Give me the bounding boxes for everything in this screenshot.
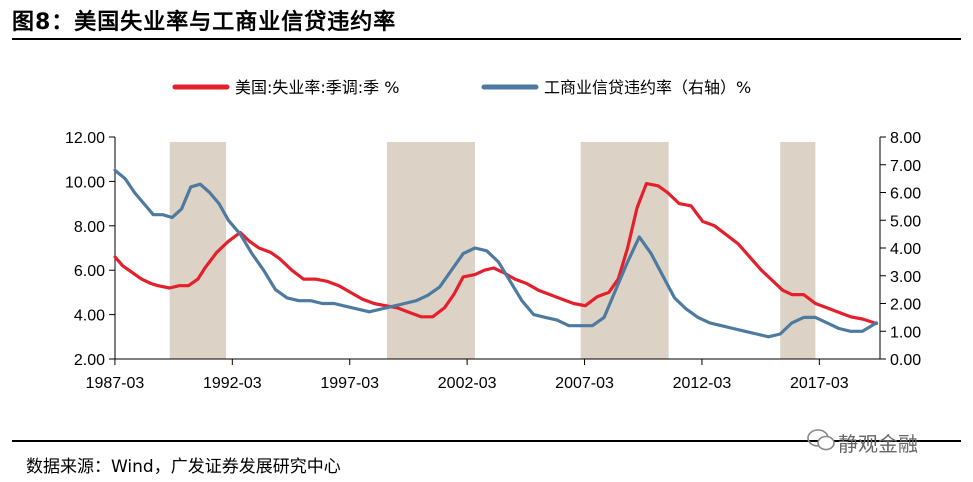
left-axis-tick-label: 12.00 (65, 130, 105, 147)
right-axis-tick-label: 3.00 (890, 269, 921, 286)
x-axis-tick-label: 1987-03 (86, 375, 145, 392)
x-axis-tick-label: 1992-03 (203, 375, 262, 392)
left-axis-tick-label: 2.00 (74, 352, 105, 369)
right-axis-tick-label: 0.00 (890, 352, 921, 369)
right-axis-tick-label: 6.00 (890, 186, 921, 203)
shaded-period-4 (780, 142, 816, 359)
left-axis-tick-label: 4.00 (74, 308, 105, 325)
source-note: 数据来源：Wind，广发证券发展研究中心 (26, 457, 341, 477)
x-axis-tick-label: 2017-03 (790, 375, 849, 392)
series-line-1 (113, 182, 879, 326)
watermark-text: 静观金融 (838, 432, 918, 456)
chart-title: 图8：美国失业率与工商业信贷违约率 (12, 10, 397, 35)
x-axis-tick-label: 2007-03 (555, 375, 614, 392)
shaded-period-2 (386, 142, 475, 359)
right-axis-tick-label: 8.00 (890, 130, 921, 147)
axes: 12.00 10.00 8.00 6.00 4.00 2.00 8.00 7.00 6.00 5.… (65, 130, 921, 392)
legend: 美国:失业率:季调:季 % 工商业信贷违约率（右轴）% (172, 78, 751, 97)
right-axis-tick-label: 7.00 (890, 158, 921, 175)
wechat-icon (807, 429, 835, 451)
right-axis-tick-label: 2.00 (890, 297, 921, 314)
title-divider (12, 38, 961, 40)
legend-label-2: 工商业信贷违约率（右轴）% (544, 78, 751, 97)
left-axis-tick-label: 6.00 (74, 263, 105, 280)
legend-label-1: 美国:失业率:季调:季 % (235, 78, 399, 97)
left-axis-tick-label: 10.00 (65, 174, 105, 191)
series-lines (113, 168, 879, 339)
right-axis-tick-label: 5.00 (890, 213, 921, 230)
x-axis-tick-label: 1997-03 (320, 375, 379, 392)
left-axis-tick-label: 8.00 (74, 219, 105, 236)
series-line-2 (113, 168, 879, 339)
x-axis-tick-label: 2002-03 (438, 375, 497, 392)
right-axis-tick-label: 1.00 (890, 324, 921, 341)
x-axis-tick-label: 2012-03 (673, 375, 732, 392)
footer-divider (12, 440, 961, 442)
right-axis-tick-label: 4.00 (890, 241, 921, 258)
chart: 12.00 10.00 8.00 6.00 4.00 2.00 8.00 7.00 6.00 5.… (65, 78, 921, 392)
